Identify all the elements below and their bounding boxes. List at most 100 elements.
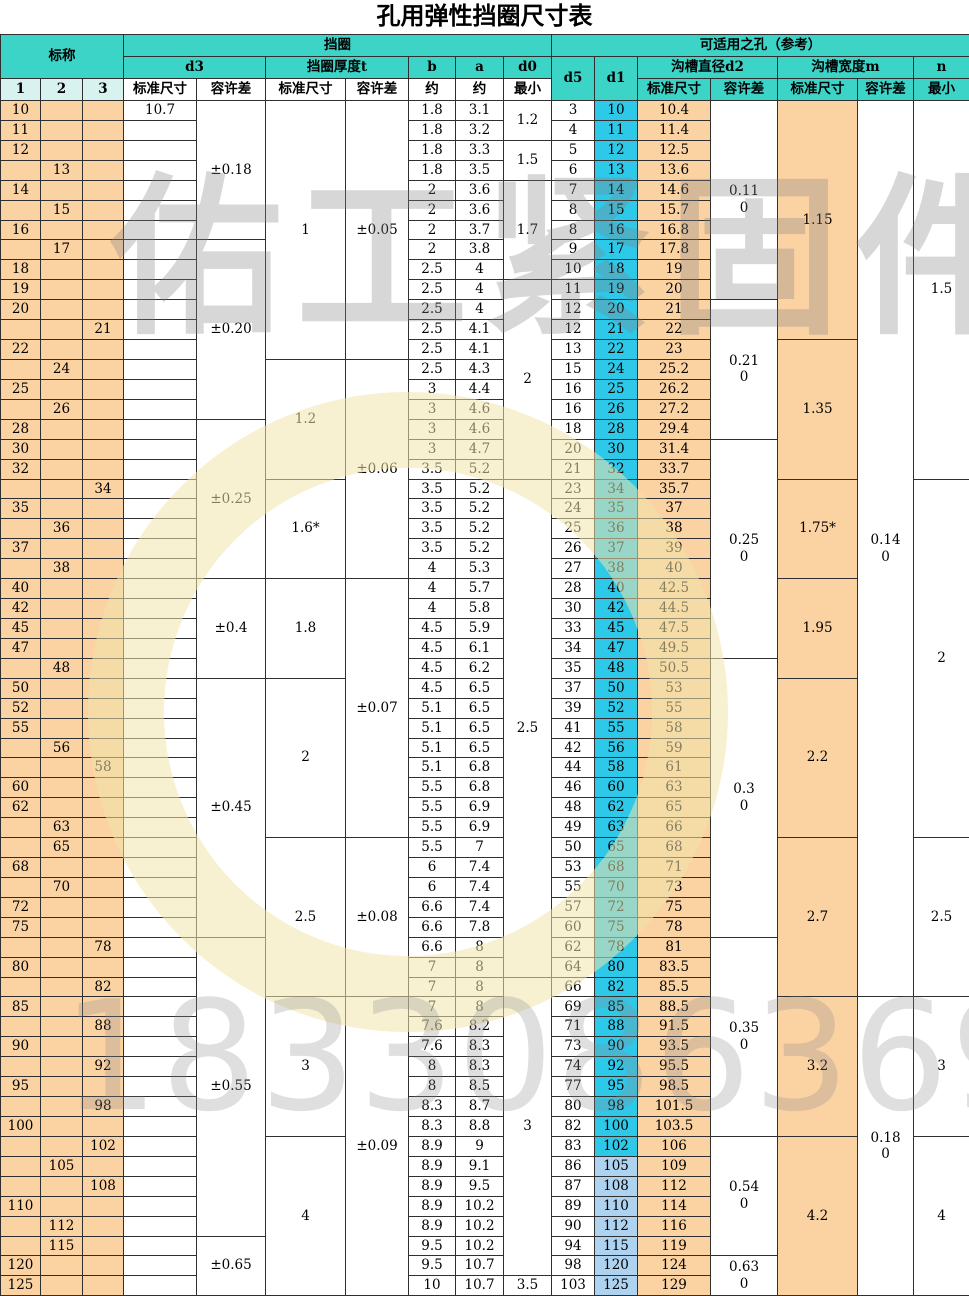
table-header: 标称 挡圈 可适用之孔（参考） d3 挡圈厚度t b a d0 d5 d1 沟槽…	[0, 34, 969, 101]
nominal-1: 52	[0, 697, 41, 719]
b-approx: 8	[408, 1056, 457, 1078]
a-approx: 6.8	[455, 757, 505, 779]
d1-value: 65	[594, 837, 639, 859]
a-approx: 6.9	[455, 817, 505, 839]
d1-value: 95	[594, 1076, 639, 1098]
nominal-2	[40, 319, 83, 341]
d3-std	[123, 1116, 198, 1137]
d3-std	[123, 139, 198, 161]
header-nom-3: 3	[81, 78, 125, 101]
b-approx: 7	[408, 956, 457, 978]
nominal-3	[81, 617, 125, 639]
nominal-1: 50	[0, 677, 41, 699]
d1-value: 52	[594, 697, 639, 719]
d5-value: 16	[551, 378, 596, 400]
d1-value: 78	[594, 936, 639, 958]
d5-value: 53	[551, 857, 596, 878]
thickness-std: 1.6*	[265, 478, 347, 580]
d1-value: 17	[594, 239, 639, 261]
b-approx: 4.5	[408, 677, 457, 699]
nominal-1	[0, 737, 41, 759]
d1-value: 125	[594, 1275, 639, 1296]
a-approx: 8.2	[455, 1016, 505, 1038]
nominal-3	[81, 100, 125, 121]
b-approx: 8.9	[408, 1175, 457, 1197]
d5-value: 7	[551, 179, 596, 201]
d1-value: 12	[594, 139, 639, 161]
d3-std	[123, 996, 198, 1018]
d2-std: 103.5	[637, 1116, 712, 1137]
d3-std	[123, 279, 198, 301]
nominal-2	[40, 1195, 83, 1217]
thickness-tolerance: ±0.07	[345, 578, 410, 839]
thickness-std: 2.5	[265, 837, 347, 998]
nominal-3	[81, 339, 125, 360]
b-approx: 3.5	[408, 498, 457, 520]
d5-value: 82	[551, 1116, 596, 1137]
d3-std	[123, 697, 198, 719]
d3-std	[123, 817, 198, 839]
d3-std	[123, 717, 198, 739]
nominal-3: 58	[81, 757, 125, 779]
d3-std	[123, 418, 198, 440]
a-approx: 7	[455, 837, 505, 859]
nominal-1: 45	[0, 617, 41, 639]
d2-std: 98.5	[637, 1076, 712, 1098]
header-hole-group: 可适用之孔（参考）	[551, 34, 969, 57]
header-a-approx: 约	[455, 78, 505, 101]
d3-std	[123, 1235, 198, 1257]
nominal-1	[0, 837, 41, 859]
b-approx: 3	[408, 378, 457, 400]
a-approx: 8.8	[455, 1116, 505, 1137]
d3-std	[123, 1255, 198, 1277]
b-approx: 5.5	[408, 777, 457, 799]
b-approx: 7.6	[408, 1036, 457, 1058]
nominal-3	[81, 358, 125, 380]
d5-value: 12	[551, 319, 596, 341]
a-approx: 6.5	[455, 697, 505, 719]
d5-value: 60	[551, 916, 596, 938]
a-approx: 9.1	[455, 1155, 505, 1177]
nominal-2	[40, 1135, 83, 1157]
nominal-2	[40, 1076, 83, 1098]
nominal-2	[40, 1116, 83, 1137]
nominal-3	[81, 398, 125, 420]
nominal-1	[0, 199, 41, 221]
b-approx: 2.5	[408, 279, 457, 301]
d3-std	[123, 558, 198, 580]
b-approx: 3.5	[408, 538, 457, 560]
b-approx: 2.5	[408, 319, 457, 341]
d2-std: 26.2	[637, 378, 712, 400]
d1-value: 55	[594, 717, 639, 739]
nominal-2	[40, 458, 83, 480]
nominal-3: 92	[81, 1056, 125, 1078]
d2-std: 47.5	[637, 617, 712, 639]
d2-std: 124	[637, 1255, 712, 1277]
d2-std: 95.5	[637, 1056, 712, 1078]
nominal-2: 63	[40, 817, 83, 839]
d2-std: 66	[637, 817, 712, 839]
d3-std	[123, 538, 198, 560]
d5-value: 71	[551, 1016, 596, 1038]
d2-std: 16.8	[637, 219, 712, 241]
nominal-3: 34	[81, 478, 125, 500]
d1-value: 100	[594, 1116, 639, 1137]
nominal-1	[0, 398, 41, 420]
nominal-1	[0, 1155, 41, 1177]
nominal-3	[81, 896, 125, 918]
d5-value: 86	[551, 1155, 596, 1177]
d1-value: 21	[594, 319, 639, 341]
nominal-1	[0, 1215, 41, 1237]
a-approx: 4	[455, 259, 505, 281]
nominal-1: 11	[0, 119, 41, 141]
d5-value: 9	[551, 239, 596, 261]
a-approx: 8.3	[455, 1056, 505, 1078]
a-approx: 4.6	[455, 418, 505, 440]
m-std: 2.7	[777, 837, 859, 998]
d1-value: 38	[594, 558, 639, 580]
nominal-3	[81, 1155, 125, 1177]
nominal-1: 62	[0, 797, 41, 819]
b-approx: 4	[408, 578, 457, 600]
d3-std	[123, 737, 198, 759]
d3-std	[123, 438, 198, 460]
